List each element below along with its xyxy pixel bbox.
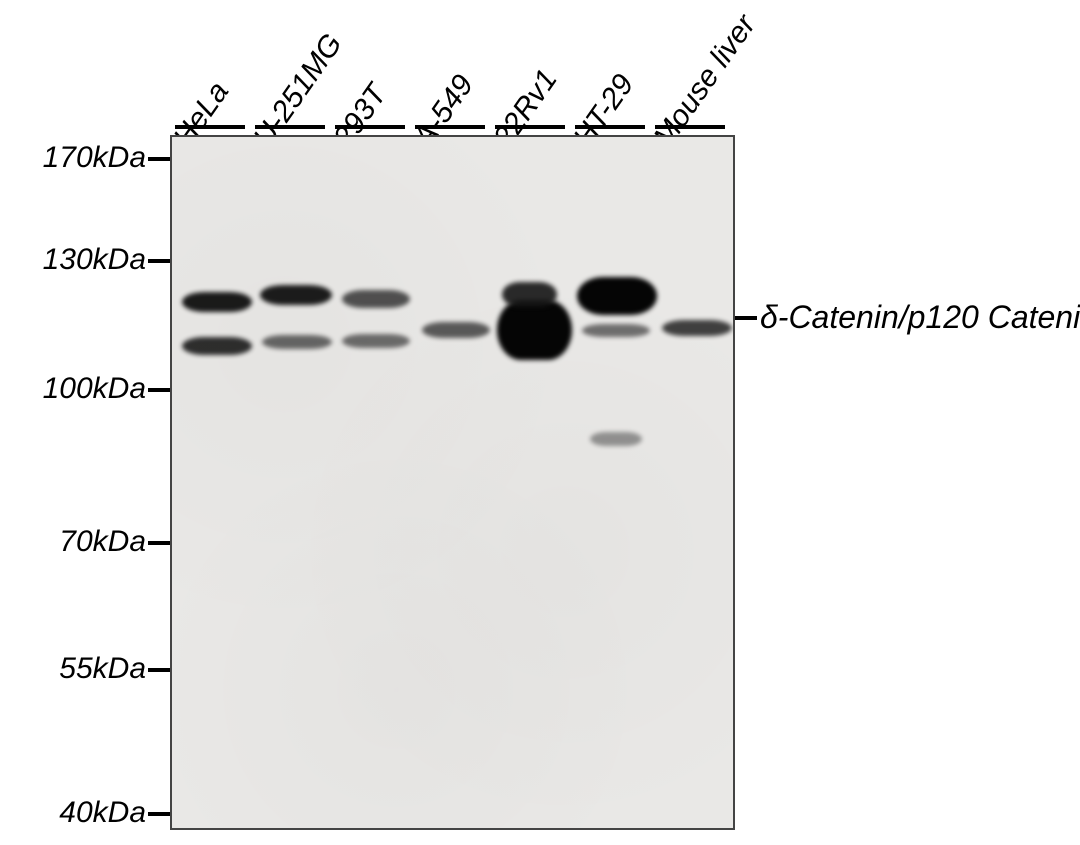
band xyxy=(342,334,410,348)
band xyxy=(182,337,252,355)
band xyxy=(262,335,332,349)
band xyxy=(497,300,572,360)
mw-tick xyxy=(148,541,170,545)
lane-bar xyxy=(255,125,325,129)
lane-bar xyxy=(495,125,565,129)
blot-membrane xyxy=(170,135,735,830)
mw-tick xyxy=(148,388,170,392)
mw-tick xyxy=(148,259,170,263)
band xyxy=(590,432,642,446)
protein-label: δ-Catenin/p120 Catenin xyxy=(760,299,1080,336)
band xyxy=(260,285,332,305)
mw-tick xyxy=(148,812,170,816)
lane-label-mouseliver: Mouse liver xyxy=(647,9,763,154)
mw-label-130: 130kDa xyxy=(43,243,146,277)
band xyxy=(422,322,490,338)
lane-bar xyxy=(175,125,245,129)
lane-bar xyxy=(415,125,485,129)
mw-label-70: 70kDa xyxy=(59,525,146,559)
mw-label-170: 170kDa xyxy=(43,141,146,175)
lane-bar xyxy=(335,125,405,129)
band xyxy=(662,320,732,336)
lane-bar xyxy=(655,125,725,129)
band xyxy=(182,292,252,312)
mw-tick xyxy=(148,668,170,672)
lane-bar xyxy=(575,125,645,129)
band xyxy=(342,290,410,308)
mw-label-40: 40kDa xyxy=(59,796,146,830)
mw-tick xyxy=(148,157,170,161)
band xyxy=(577,277,657,315)
mw-label-100: 100kDa xyxy=(43,372,146,406)
protein-label-tick xyxy=(735,316,757,320)
band xyxy=(502,282,557,307)
mw-label-55: 55kDa xyxy=(59,652,146,686)
western-blot-figure: HeLa U-251MG 293T A-549 22Rv1 HT-29 Mous… xyxy=(0,0,1080,845)
band xyxy=(582,324,650,337)
